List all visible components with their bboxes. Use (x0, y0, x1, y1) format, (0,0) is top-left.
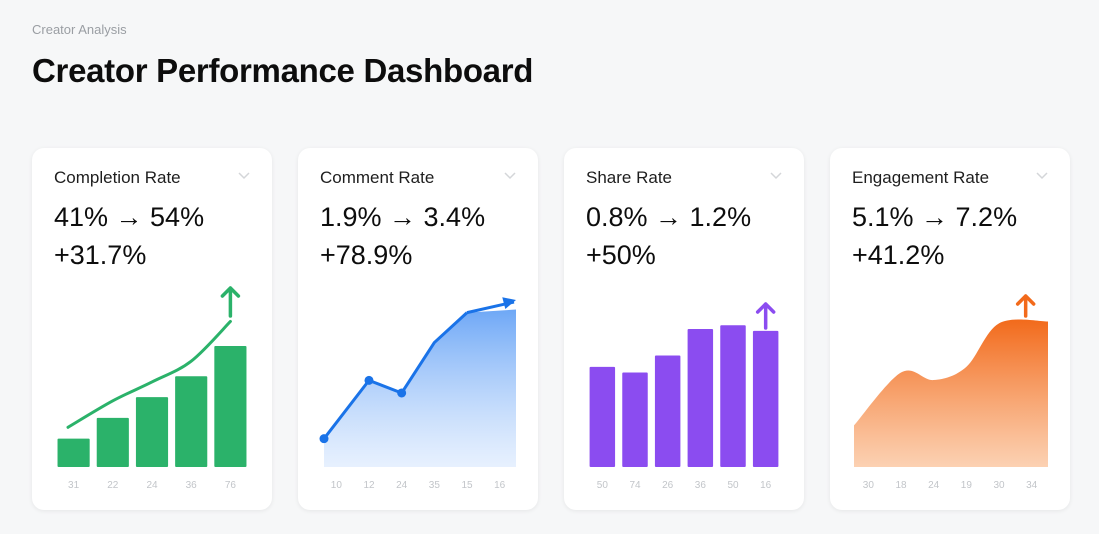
bar (175, 376, 208, 467)
card-completion-rate[interactable]: Completion Rate 41% → 54% +31.7% 31 22 24 3… (32, 148, 272, 510)
x-tick-label: 74 (629, 480, 641, 491)
engagement-rate-chart: 30 18 24 19 30 34 (854, 294, 1048, 491)
x-tick-label: 22 (107, 480, 119, 491)
card-share-rate[interactable]: Share Rate 0.8% → 1.2% +50% 50 74 26 36 50 16 (564, 148, 804, 510)
x-tick-label: 50 (597, 480, 609, 491)
share-rate-chart: 50 74 26 36 50 16 (589, 302, 779, 491)
x-tick-label: 76 (225, 480, 237, 491)
x-tick-label: 26 (662, 480, 674, 491)
chevron-down-icon[interactable] (770, 172, 782, 180)
card-comment-rate[interactable]: Comment Rate 1.9% → 3.4% +78.9% 10 12 24 35… (298, 148, 538, 510)
comment-rate-chart: 10 12 24 35 15 16 (319, 297, 516, 491)
x-tick-label: 15 (461, 480, 473, 491)
metric-range: 1.9% → 3.4% (320, 202, 486, 232)
data-point (364, 375, 374, 385)
bar (214, 346, 247, 467)
x-tick-label: 12 (363, 480, 375, 491)
x-tick-label: 36 (695, 480, 707, 491)
chevron-down-icon[interactable] (238, 172, 250, 180)
x-tick-label: 16 (760, 480, 772, 491)
data-point (397, 388, 407, 398)
arrow-up-icon (1015, 294, 1036, 318)
x-tick-label: 19 (961, 480, 973, 491)
metric-change: +50% (586, 240, 656, 270)
bar (654, 355, 681, 467)
x-tick-label: 30 (863, 480, 875, 491)
bar (720, 325, 746, 467)
chevron-down-icon[interactable] (1036, 172, 1048, 180)
card-engagement-rate[interactable]: Engagement Rate 5.1% → 7.2% +41.2% 30 18 2… (830, 148, 1070, 510)
card-title: Comment Rate (320, 168, 435, 187)
metric-change: +31.7% (54, 240, 147, 270)
bar (687, 329, 714, 467)
x-tick-label: 24 (396, 480, 408, 491)
arrow-up-icon (220, 286, 241, 318)
bar (589, 366, 616, 467)
card-title: Share Rate (586, 168, 672, 187)
bar (96, 417, 129, 467)
bar (57, 438, 90, 467)
line-area (324, 309, 516, 467)
data-point (319, 434, 329, 444)
area-series (854, 319, 1048, 467)
x-tick-label: 16 (494, 480, 506, 491)
card-title: Completion Rate (54, 168, 181, 187)
x-tick-label: 30 (993, 480, 1005, 491)
page-title: Creator Performance Dashboard (32, 52, 534, 89)
bar (622, 372, 648, 467)
metric-range: 5.1% → 7.2% (852, 202, 1018, 232)
x-tick-label: 18 (895, 480, 907, 491)
x-tick-label: 34 (1026, 480, 1038, 491)
chevron-down-icon[interactable] (504, 172, 516, 180)
x-tick-label: 31 (68, 480, 80, 491)
breadcrumb: Creator Analysis (32, 22, 127, 37)
x-tick-label: 24 (146, 480, 158, 491)
trend-line (66, 319, 232, 429)
arrow-up-icon (755, 302, 776, 330)
completion-rate-chart: 31 22 24 36 76 (57, 286, 247, 491)
bar (752, 330, 779, 467)
metric-change: +78.9% (320, 240, 413, 270)
arrow-up-right-icon (502, 297, 516, 310)
metric-range: 0.8% → 1.2% (586, 202, 752, 232)
x-tick-label: 35 (429, 480, 441, 491)
card-title: Engagement Rate (852, 168, 990, 187)
x-tick-label: 50 (727, 480, 739, 491)
x-tick-label: 24 (928, 480, 940, 491)
metric-change: +41.2% (852, 240, 945, 270)
metric-range: 41% → 54% (54, 202, 205, 232)
x-tick-label: 36 (186, 480, 198, 491)
x-tick-label: 10 (331, 480, 343, 491)
bar (135, 397, 169, 467)
